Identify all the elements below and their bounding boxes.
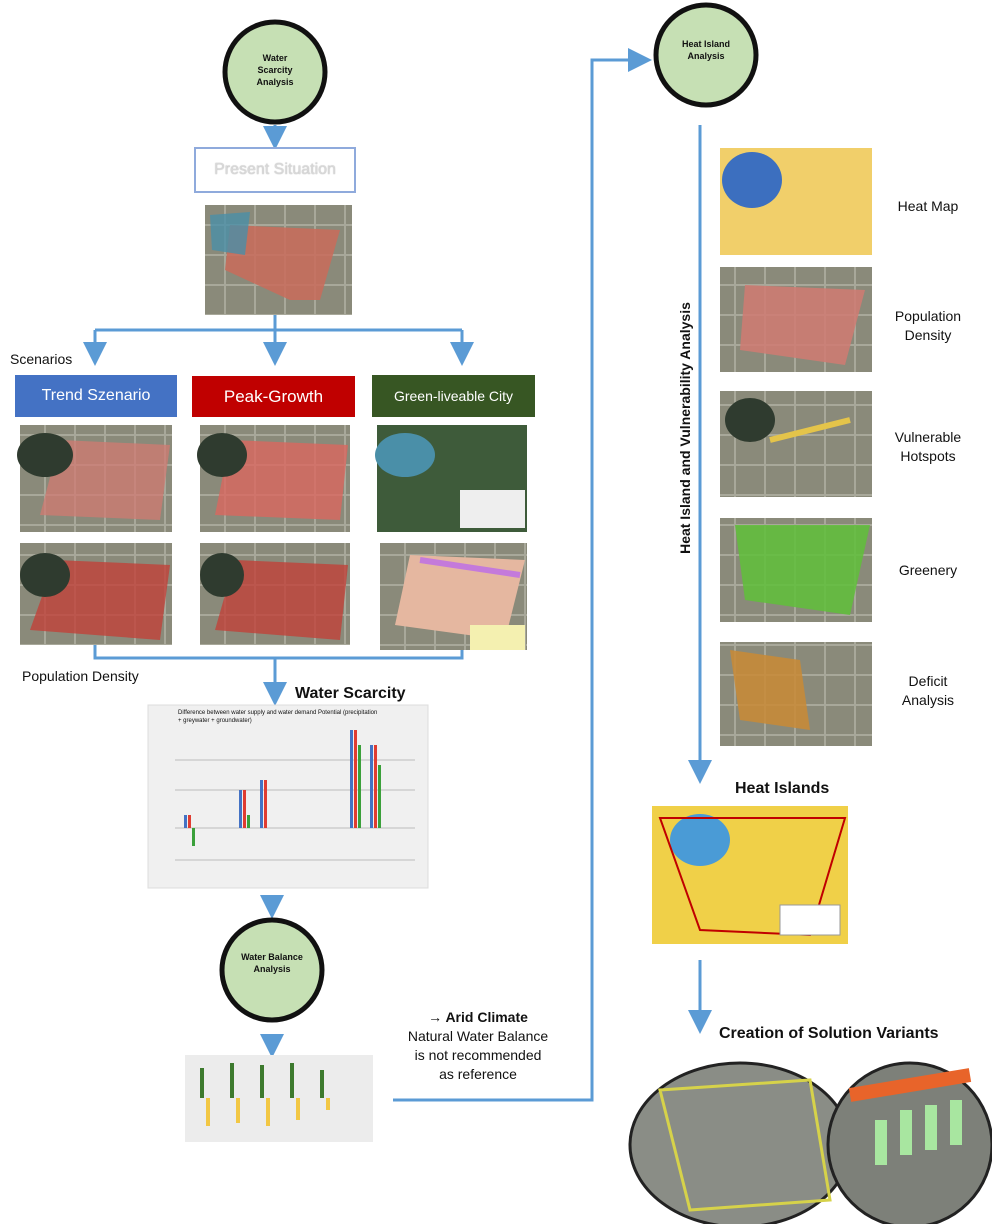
scenario-box: Trend Szenario (15, 375, 177, 417)
page: {"water_scarcity_analysis": "Water Scarc… (0, 0, 992, 1224)
chart-title: Difference between water supply and wate… (178, 709, 378, 725)
step-label: Greenery (873, 561, 983, 580)
arid-note: → Arid Climate Natural Water Balance is … (388, 1008, 568, 1084)
arid-line: Natural Water Balance (388, 1027, 568, 1046)
step-label: Heat Map (873, 197, 983, 216)
arid-line: is not recommended (388, 1046, 568, 1065)
step-label: Vulnerable Hotspots (873, 428, 983, 466)
step-label: Population Density (873, 307, 983, 345)
node-label: Heat Island Analysis (675, 38, 737, 62)
water-scarcity-title: Water Scarcity (295, 685, 406, 703)
population-density-label: Population Density (22, 668, 139, 684)
step-label: Deficit Analysis (873, 672, 983, 710)
node-label: Water Scarcity Analysis (244, 52, 306, 88)
scenario-box: Green-liveable City (372, 375, 535, 417)
heat-islands-title: Heat Islands (735, 780, 829, 798)
present-situation: Present Situation (195, 148, 355, 192)
vertical-label: Heat Island and Vulnerability Analysis (677, 278, 693, 578)
arid-line: as reference (388, 1065, 568, 1084)
node-label: Water Balance Analysis (241, 951, 303, 975)
scenario-box: Peak-Growth (192, 376, 355, 417)
solution-variants-title: Creation of Solution Variants (719, 1025, 939, 1043)
arid-heading: → Arid Climate (388, 1008, 568, 1027)
scenarios-label: Scenarios (10, 351, 72, 367)
